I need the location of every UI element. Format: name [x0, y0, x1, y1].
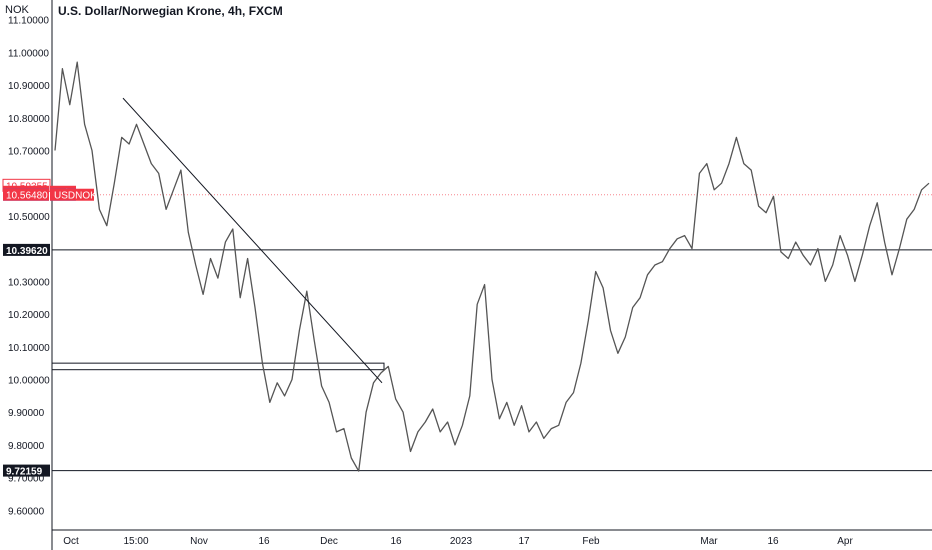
y-axis-label: NOK	[5, 4, 29, 16]
y-tick-label-4: 10.70000	[8, 146, 50, 157]
y-tick-label-3: 10.80000	[8, 114, 50, 125]
y-tick-label-0: 11.10000	[8, 16, 49, 27]
y-tick-label-13: 9.70000	[8, 474, 45, 485]
x-tick-label-2: Nov	[190, 536, 208, 547]
x-tick-label-8: Feb	[582, 536, 600, 547]
y-tick-label-12: 9.80000	[8, 441, 45, 452]
y-tick-label-7: 10.30000	[8, 277, 50, 288]
x-tick-label-5: 16	[390, 536, 402, 547]
y-tick-label-5: 10.50000	[8, 212, 50, 223]
price-series-line	[54, 61, 930, 472]
trendline	[122, 97, 383, 384]
y-tick-label-14: 9.60000	[8, 506, 45, 517]
rectangle-zone	[51, 362, 385, 371]
chart-title: U.S. Dollar/Norwegian Krone, 4h, FXCM	[58, 4, 283, 18]
price-label-5: 9.72159	[6, 467, 43, 478]
price-label-box-5	[3, 464, 50, 477]
y-tick-label-1: 11.00000	[8, 48, 49, 59]
price-tag-3: USDNOK	[54, 191, 97, 202]
x-tick-label-7: 17	[518, 536, 530, 547]
price-label-4: 10.39620	[6, 246, 48, 257]
y-tick-label-11: 9.90000	[8, 408, 45, 419]
y-tick-label-10: 10.00000	[8, 376, 50, 387]
y-tick-label-2: 10.90000	[8, 81, 50, 92]
x-tick-label-0: Oct	[63, 536, 79, 547]
x-tick-label-11: Apr	[837, 536, 853, 547]
price-label-box-3	[3, 188, 49, 201]
x-tick-label-3: 16	[258, 536, 270, 547]
x-tick-label-6: 2023	[450, 536, 473, 547]
price-label-3: 10.56480	[6, 191, 48, 202]
x-tick-label-1: 15:00	[123, 536, 148, 547]
x-tick-label-10: 16	[767, 536, 779, 547]
y-tick-label-8: 10.20000	[8, 310, 50, 321]
price-label-box-4	[3, 243, 50, 256]
price-tag-box-3	[50, 188, 94, 201]
x-tick-label-4: Dec	[320, 536, 338, 547]
x-tick-label-9: Mar	[700, 536, 718, 547]
y-tick-label-9: 10.10000	[8, 343, 50, 354]
